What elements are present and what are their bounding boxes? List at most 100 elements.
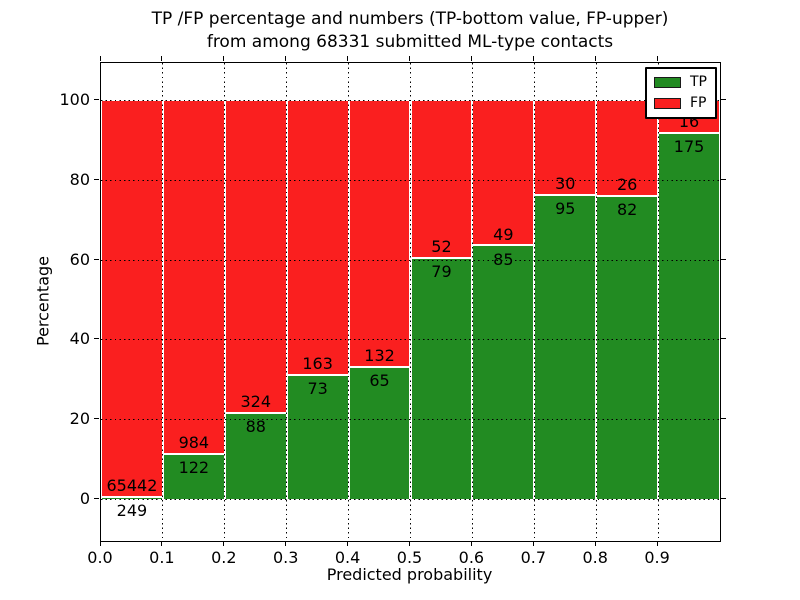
y-tick-mark [94, 258, 99, 260]
x-tick-mark-top [656, 56, 658, 61]
x-tick-label: 0.3 [272, 548, 299, 567]
bar-fp-segment [225, 100, 286, 415]
bar-tp-segment [473, 246, 534, 500]
x-tick-mark [223, 541, 225, 546]
x-tick-label: 0.6 [458, 548, 485, 567]
x-gridline [348, 63, 350, 541]
bar-fp-segment [163, 100, 224, 456]
legend-swatch-tp [654, 76, 681, 88]
fp-count-label: 984 [178, 433, 210, 453]
bar-column [596, 100, 659, 500]
x-tick-mark-top [409, 56, 410, 61]
legend-label-tp: TP [690, 74, 707, 90]
x-tick-label: 0.0 [87, 548, 113, 567]
y-tick-label: 40 [69, 329, 90, 349]
bar-column [658, 100, 720, 500]
x-tick-label: 0.4 [334, 548, 361, 567]
fp-count-label: 324 [240, 392, 272, 412]
tp-count-label: 65 [369, 370, 390, 390]
bar-column [534, 100, 597, 500]
bar-fp-segment [349, 100, 410, 368]
tp-count-label: 73 [307, 378, 328, 398]
chart-title-line1: TP /FP percentage and numbers (TP-bottom… [151, 9, 669, 29]
x-tick-mark-top [161, 56, 163, 61]
x-tick-mark-top [532, 56, 534, 61]
bar-column [410, 100, 473, 500]
fp-count-label: 163 [302, 353, 333, 373]
x-tick-label: 0.5 [396, 548, 423, 567]
chart-title: TP /FP percentage and numbers (TP-bottom… [100, 8, 720, 54]
bar-fp-segment [473, 100, 534, 247]
y-tick-label: 60 [69, 249, 90, 269]
x-tick-mark [532, 541, 534, 546]
x-tick-label: 0.2 [211, 548, 237, 567]
tp-count-label: 88 [245, 417, 266, 437]
y-tick-mark [94, 497, 99, 499]
x-tick-mark-top [594, 56, 596, 61]
bar-tp-segment [225, 414, 286, 500]
y-tick-mark-right [721, 258, 726, 260]
bar-tp-segment [535, 196, 596, 500]
x-gridline [471, 63, 473, 541]
bar-column [224, 100, 287, 500]
tp-count-label: 95 [555, 199, 576, 219]
legend-entry-fp: FP [654, 96, 707, 110]
x-tick-label: 0.7 [520, 548, 547, 567]
bar-column [348, 100, 411, 500]
x-tick-mark [409, 541, 410, 546]
x-tick-mark-top [99, 56, 101, 61]
x-gridline [657, 63, 659, 541]
legend-entry-tp: TP [654, 75, 707, 89]
legend: TP FP [645, 67, 717, 119]
y-tick-mark-right [721, 338, 726, 340]
fp-count-label: 65442 [106, 475, 158, 495]
fp-count-label: 132 [364, 345, 395, 365]
fp-count-label: 49 [493, 224, 514, 244]
x-tick-label: 0.8 [582, 548, 608, 567]
tp-count-label: 122 [178, 458, 210, 478]
y-tick-label: 0 [79, 488, 90, 508]
x-tick-label: 0.1 [149, 548, 175, 567]
x-tick-mark-top [223, 56, 225, 61]
y-tick-mark-right [721, 497, 726, 499]
legend-label-fp: FP [690, 95, 707, 111]
tp-count-label: 249 [116, 500, 148, 520]
y-tick-mark [94, 418, 99, 419]
fp-count-label: 30 [555, 174, 576, 194]
bar-fp-segment [102, 100, 162, 498]
tp-count-label: 175 [673, 137, 705, 157]
x-gridline [162, 63, 164, 541]
x-tick-mark [285, 541, 287, 546]
y-tick-label: 80 [69, 170, 90, 189]
tp-count-label: 82 [616, 199, 638, 219]
x-gridline [410, 63, 411, 541]
chart-title-line2: from among 68331 submitted ML-type conta… [206, 32, 614, 52]
y-tick-mark [94, 338, 99, 340]
y-tick-label: 20 [69, 409, 90, 428]
bar-column [101, 100, 163, 500]
bar-tp-segment [411, 258, 472, 500]
x-tick-label: 0.9 [644, 548, 670, 567]
bar-tp-segment [102, 497, 162, 500]
bar-tp-segment [163, 455, 224, 500]
x-axis-label: Predicted probability [326, 565, 493, 584]
plot-area: TP FP 65442 249 984 122 324 88 163 73 132 65 52 79 4… [100, 62, 721, 542]
x-gridline [533, 63, 535, 541]
x-tick-mark-top [347, 56, 349, 61]
x-tick-mark [470, 541, 472, 546]
x-tick-mark [99, 541, 101, 546]
y-tick-mark-right [721, 418, 726, 419]
bar-fp-segment [411, 100, 472, 259]
x-tick-mark-top [285, 56, 287, 61]
y-tick-mark [94, 99, 99, 101]
y-tick-mark [94, 179, 99, 180]
y-tick-mark-right [721, 99, 726, 101]
fp-count-label: 26 [616, 174, 638, 194]
bar-tp-segment [659, 134, 719, 500]
y-tick-label: 100 [59, 90, 90, 110]
bar-column [286, 100, 349, 500]
x-gridline [595, 63, 597, 541]
fp-count-label: 52 [431, 236, 452, 256]
bar-column [162, 100, 225, 500]
